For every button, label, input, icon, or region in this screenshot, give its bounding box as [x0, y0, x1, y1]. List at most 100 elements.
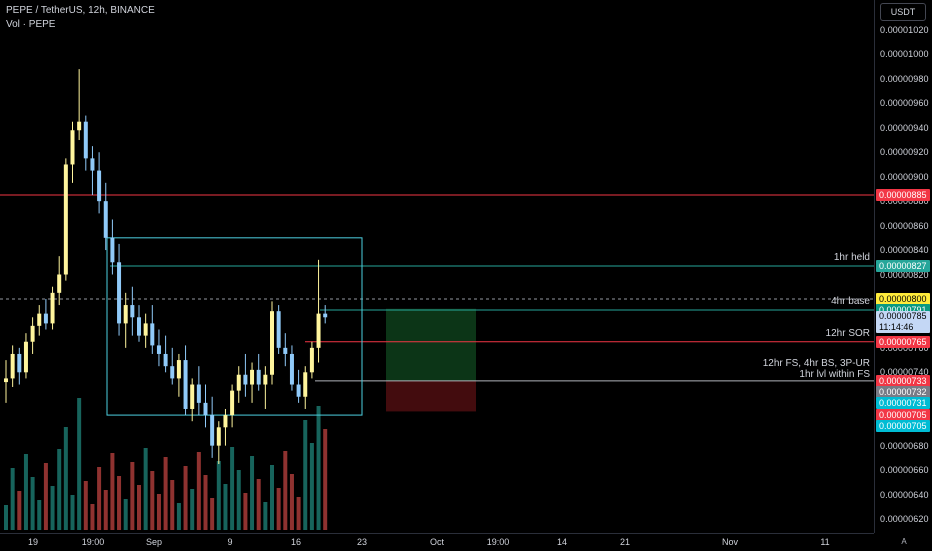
candle-body [77, 121, 82, 131]
candle-body [50, 292, 55, 324]
volume-bar [110, 453, 115, 530]
volume-bar [156, 494, 161, 530]
price-tick: 0.00000620 [880, 514, 929, 524]
candle-body [30, 325, 35, 342]
candle-body [183, 360, 188, 409]
volume-bar [283, 451, 288, 530]
symbol-title[interactable]: PEPE / TetherUS, 12h, BINANCE [6, 5, 155, 16]
volume-bar [183, 466, 188, 530]
volume-bar [150, 471, 155, 530]
chart-area[interactable] [0, 0, 874, 533]
candlestick-chart[interactable] [0, 0, 874, 533]
volume-bar [303, 420, 308, 530]
stop-zone [386, 380, 476, 412]
auto-scale-button[interactable]: A [901, 537, 907, 546]
box-bottom-label: 0.00000731 [876, 396, 930, 409]
candle-body [323, 313, 328, 318]
candle-body [236, 374, 241, 391]
candle-body [143, 323, 148, 336]
time-axis[interactable]: 19 19:00 Sep 9 16 23 Oct 19:00 14 21 Nov 11 [0, 533, 874, 551]
volume-bar [323, 429, 328, 530]
candle-body [316, 313, 321, 348]
lvl-label: 0.00000732 [876, 385, 930, 398]
time-tick: 21 [619, 537, 631, 547]
volume-bar [270, 465, 274, 530]
time-tick: 9 [227, 537, 233, 547]
volume-bar [83, 481, 88, 530]
volume-bar [230, 447, 235, 530]
price-tick: 0.00000640 [880, 489, 929, 500]
time-tick: 19:00 [81, 537, 105, 547]
candle-body [163, 353, 168, 367]
volume-bar [63, 427, 68, 530]
candle-body [90, 158, 95, 171]
volume-bar [223, 484, 228, 530]
sor-label: 0.00000765 [876, 335, 930, 348]
time-tick: 11 [820, 537, 830, 547]
volume-bar [137, 485, 141, 530]
fs-label: 0.00000733 [876, 374, 930, 387]
candle-body [57, 274, 62, 293]
time-tick: Sep [145, 537, 163, 547]
volume-bar [30, 477, 35, 530]
candle-body [63, 164, 68, 275]
price-tick: 0.00000860 [880, 220, 929, 231]
stop-label: 0.00000705 [876, 409, 930, 422]
countdown-timer: 11:14:46 [879, 322, 914, 332]
time-tick: Nov [721, 537, 739, 547]
volume-bar [123, 499, 128, 530]
time-tick: 19:00 [486, 537, 510, 547]
volume-bar [170, 480, 175, 530]
volume-bar [130, 462, 135, 530]
candle-body [250, 369, 255, 385]
candle-body [263, 374, 268, 385]
price-tick: 0.00001000 [880, 49, 929, 60]
volume-bar [57, 449, 62, 530]
time-tick: 23 [356, 537, 368, 547]
price-tick: 0.00001020 [880, 25, 929, 35]
candle-body [283, 347, 288, 354]
volume-bar [276, 488, 281, 530]
price-tick: 0.00000740 [880, 367, 929, 378]
candle-body [110, 237, 115, 263]
candle-body [296, 384, 301, 397]
volume-legend[interactable]: Vol · PEPE [6, 19, 56, 30]
volume-bar [196, 452, 201, 530]
range-box [106, 237, 363, 416]
time-tick: Oct [429, 537, 445, 547]
candle-body [243, 374, 248, 385]
box-top2-label: 0.00000705 [876, 420, 930, 433]
volume-bar [216, 461, 221, 530]
candle-body [23, 341, 28, 373]
volume-bar [37, 500, 42, 530]
candle-body [37, 313, 42, 326]
volume-bar [77, 398, 82, 530]
annotation-4hr-base[interactable]: 4hr base [831, 295, 870, 307]
volume-bar [236, 470, 241, 530]
annotation-12hr-sor[interactable]: 12hr SOR [825, 327, 870, 339]
candle-body [216, 427, 221, 446]
volume-bar [176, 503, 181, 530]
volume-bar [103, 490, 108, 530]
held-label: 0.00000827 [876, 259, 930, 272]
currency-button[interactable]: USDT [880, 3, 926, 21]
candle-body [97, 170, 102, 202]
volume-bar [97, 467, 102, 530]
price-tick: 0.00000760 [880, 342, 929, 353]
annotation-1hr-held[interactable]: 1hr held [833, 251, 870, 263]
candle-body [156, 345, 161, 354]
candle-body [70, 130, 75, 165]
annotation-1hr-lvl[interactable]: 1hr lvl within FS [799, 369, 870, 381]
volume-bar [117, 476, 122, 530]
price-tick: 0.00000940 [880, 122, 929, 133]
candle-body [43, 313, 48, 324]
current-price-countdown: 0.00000785 11:14:46 [876, 311, 930, 333]
annotation-12hr-fs[interactable]: 12hr FS, 4hr BS, 3P-UR [762, 358, 870, 370]
candle-body [256, 369, 261, 385]
volume-bar [250, 456, 255, 530]
candle-body [210, 415, 215, 446]
candle-body [289, 353, 294, 385]
volume-bar [316, 406, 321, 530]
chart-legend: PEPE / TetherUS, 12h, BINANCE Vol · PEPE [6, 4, 155, 32]
candle-body [190, 384, 195, 409]
